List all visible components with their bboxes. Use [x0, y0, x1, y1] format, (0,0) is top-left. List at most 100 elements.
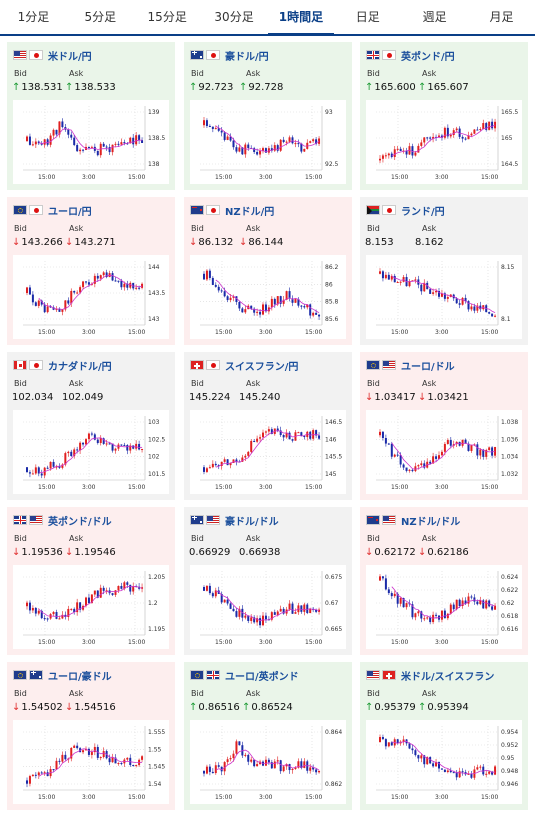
- candle-body: [120, 763, 123, 765]
- currency-pair-link[interactable]: 英ポンド/ドル: [13, 513, 112, 528]
- rate-panel[interactable]: 英ポンド/ドル Bid Ask ↓1.19536 ↓1.19546 1.205 1.2 1.1…: [7, 507, 175, 655]
- currency-pair-link[interactable]: ユーロ/ドル: [366, 358, 455, 373]
- candle-body: [315, 430, 318, 436]
- candle-body: [235, 459, 238, 462]
- candle-body: [52, 769, 55, 771]
- arrow-up-icon: ↑: [189, 702, 198, 713]
- rate-panel[interactable]: ユーロ/英ポンド Bid Ask ↑0.86516 ↑0.86524 0.864 0.862…: [184, 662, 352, 810]
- bid-value-text: 0.95379: [374, 702, 416, 713]
- jp-flag-icon: [206, 50, 220, 60]
- candlestick-chart[interactable]: 0.954 0.952 0.95 0.948 0.946 15:00 3:00 15:00: [366, 720, 522, 804]
- rate-panel[interactable]: カナダドル/円 Bid Ask 102.034 102.049 103 102.5 102 10…: [7, 352, 175, 500]
- candle-body: [276, 428, 279, 431]
- tab-1[interactable]: 1分足: [17, 10, 50, 24]
- candle-body: [31, 774, 34, 777]
- candle-body: [235, 611, 238, 617]
- tab-6[interactable]: 日足: [355, 10, 380, 24]
- candle-body: [458, 128, 461, 137]
- candlestick-chart[interactable]: 165.5 165 164.5 15:00 3:00 15:00: [366, 100, 522, 184]
- rate-panel[interactable]: NZドル/円 Bid Ask ↓86.132 ↓86.144 86.2 86 85.8 85.6…: [184, 197, 352, 345]
- arrow-up-icon: ↑: [239, 82, 248, 93]
- rate-panel[interactable]: 豪ドル/円 Bid Ask ↑92.723 ↑92.728 93 92.5 15:00 3:00…: [184, 42, 352, 190]
- y-tick-label: 1.032: [501, 471, 518, 478]
- candlestick-chart[interactable]: 0.675 0.67 0.665 15:00 3:00 15:00: [190, 565, 346, 649]
- candle-body: [264, 304, 267, 312]
- rate-panel[interactable]: ユーロ/豪ドル Bid Ask ↓1.54502 ↓1.54516 1.555 1.55 1.…: [7, 662, 175, 810]
- y-tick-label: 1.2: [148, 600, 158, 607]
- candlestick-chart[interactable]: 103 102.5 102 101.5 15:00 3:00 15:00: [13, 410, 169, 494]
- rate-panel[interactable]: NZドル/ドル Bid Ask ↓0.62172 ↓0.62186 0.624 0.622 0…: [360, 507, 528, 655]
- candlestick-chart[interactable]: 139 138.5 138 15:00 3:00 15:00: [13, 100, 169, 184]
- candle-body: [49, 135, 52, 145]
- candle-body: [443, 127, 446, 138]
- candlestick-chart[interactable]: 1.038 1.036 1.034 1.032 15:00 3:00 15:00: [366, 410, 522, 494]
- ask-value: ↑92.728: [239, 82, 283, 93]
- candlestick-chart[interactable]: 86.2 86 85.8 85.6 15:00 3:00 15:00: [190, 255, 346, 339]
- candle-body: [435, 456, 438, 459]
- candlestick-chart[interactable]: 1.555 1.55 1.545 1.54 15:00 3:00 15:00: [13, 720, 169, 804]
- rate-panel[interactable]: スイスフラン/円 Bid Ask 145.224 145.240 146.5 146 145.…: [184, 352, 352, 500]
- candle-body: [464, 297, 467, 302]
- candlestick-chart[interactable]: 0.624 0.622 0.62 0.618 0.616 15:00 3:00 15:00: [366, 565, 522, 649]
- candle-body: [93, 434, 96, 440]
- candle-body: [214, 590, 217, 597]
- currency-pair-link[interactable]: 英ポンド/円: [366, 48, 455, 63]
- candle-body: [476, 601, 479, 605]
- candlestick-chart[interactable]: 146.5 146 145.5 145 15:00 3:00 15:00: [190, 410, 346, 494]
- currency-pair-link[interactable]: 豪ドル/ドル: [190, 513, 279, 528]
- candle-body: [114, 757, 117, 764]
- candle-body: [479, 449, 482, 456]
- currency-pair-link[interactable]: ユーロ/円: [13, 203, 92, 218]
- ask-label: Ask: [246, 69, 261, 78]
- tab-2[interactable]: 5分足: [84, 10, 117, 24]
- candlestick-chart[interactable]: 8.15 8.1 15:00 3:00 15:00: [366, 255, 522, 339]
- currency-pair-link[interactable]: ユーロ/英ポンド: [190, 668, 299, 683]
- candle-body: [34, 774, 37, 776]
- candle-body: [244, 455, 247, 458]
- currency-pair-link[interactable]: ユーロ/豪ドル: [13, 668, 112, 683]
- candlestick-chart[interactable]: 0.864 0.862 15:00 3:00 15:00: [190, 720, 346, 804]
- candlestick-chart[interactable]: 144 143.5 143 15:00 3:00 15:00: [13, 255, 169, 339]
- currency-pair-link[interactable]: NZドル/円: [190, 203, 274, 218]
- rate-panel[interactable]: ランド/円 Bid Ask 8.153 8.162 8.15 8.1 15:00 3:00 15:…: [360, 197, 528, 345]
- candle-body: [446, 440, 449, 444]
- candle-body: [70, 134, 73, 138]
- currency-pair-link[interactable]: カナダドル/円: [13, 358, 112, 373]
- candle-body: [205, 270, 208, 280]
- rate-panel[interactable]: 米ドル/円 Bid Ask ↑138.531 ↑138.533 139 138.5 138 15…: [7, 42, 175, 190]
- rate-panel[interactable]: 豪ドル/ドル Bid Ask 0.66929 0.66938 0.675 0.67 0.665…: [184, 507, 352, 655]
- candle-body: [285, 432, 288, 438]
- rate-panel[interactable]: ユーロ/ドル Bid Ask ↓1.03417 ↓1.03421 1.038 1.036 1.…: [360, 352, 528, 500]
- candle-body: [235, 296, 238, 303]
- currency-pair-link[interactable]: NZドル/ドル: [366, 513, 460, 528]
- rate-panel[interactable]: 米ドル/スイスフラン Bid Ask ↑0.95379 ↑0.95394 0.954 0.9…: [360, 662, 528, 810]
- candle-body: [279, 430, 282, 436]
- candle-body: [414, 466, 417, 472]
- candle-body: [381, 271, 384, 279]
- candle-body: [132, 137, 135, 145]
- rate-panel[interactable]: 英ポンド/円 Bid Ask ↑165.600 ↑165.607 165.5 165 164.…: [360, 42, 528, 190]
- rate-panel[interactable]: ユーロ/円 Bid Ask ↓143.266 ↓143.271 144 143.5 143 15…: [7, 197, 175, 345]
- candle-body: [241, 147, 244, 155]
- tab-5[interactable]: 1時間足: [267, 0, 335, 36]
- tab-8[interactable]: 月足: [489, 10, 514, 24]
- x-tick-label: 15:00: [215, 174, 232, 181]
- currency-pair-link[interactable]: ランド/円: [366, 203, 445, 218]
- currency-pair-link[interactable]: 米ドル/スイスフラン: [366, 668, 494, 683]
- tab-4[interactable]: 30分足: [214, 10, 254, 24]
- x-tick-label: 3:00: [82, 484, 96, 491]
- candlestick-chart[interactable]: 1.205 1.2 1.195 15:00 3:00 15:00: [13, 565, 169, 649]
- y-tick-label: 164.5: [501, 161, 518, 168]
- tab-7[interactable]: 週足: [422, 10, 447, 24]
- candle-body: [67, 129, 70, 135]
- tab-3[interactable]: 15分足: [147, 10, 187, 24]
- currency-pair-link[interactable]: スイスフラン/円: [190, 358, 298, 373]
- ask-value: ↓1.03421: [418, 392, 469, 403]
- currency-pair-link[interactable]: 豪ドル/円: [190, 48, 269, 63]
- ask-value: ↓1.19546: [65, 547, 116, 558]
- candlestick-chart[interactable]: 93 92.5 15:00 3:00 15:00: [190, 100, 346, 184]
- candle-body: [141, 756, 144, 760]
- currency-pair-link[interactable]: 米ドル/円: [13, 48, 92, 63]
